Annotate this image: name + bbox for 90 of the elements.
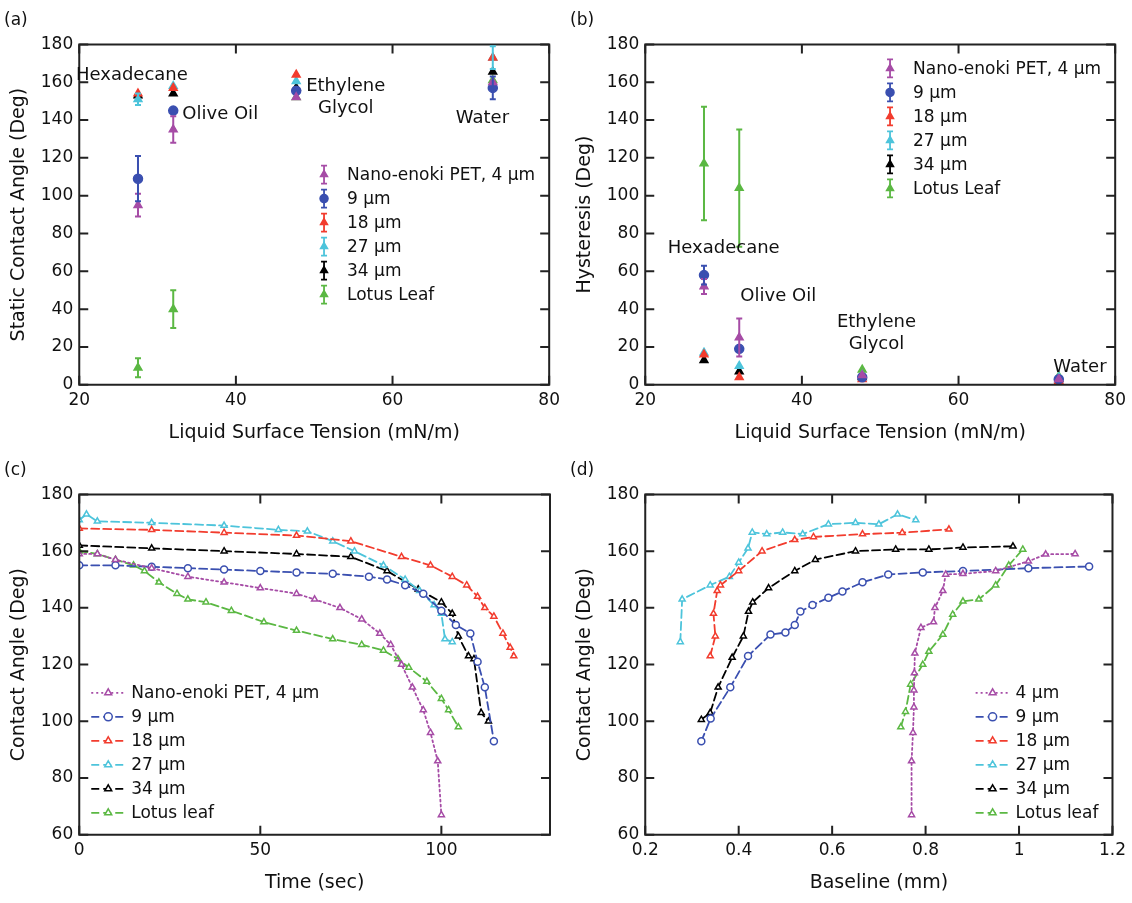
chart-title: (d) <box>570 458 595 479</box>
legend-label: 27 μm <box>913 129 968 150</box>
legend-label: 34 μm <box>347 260 402 281</box>
y-axis-title: Contact Angle (Deg) <box>6 567 29 762</box>
y-tick-label: 180 <box>40 32 74 53</box>
legend-label: Nano-enoki PET, 4 μm <box>347 164 536 185</box>
y-axis-title: Hysteresis (Deg) <box>572 135 595 294</box>
annotation: Water <box>1053 355 1108 377</box>
x-tick-label: 80 <box>1104 389 1126 410</box>
annotation: Ethylene Glycol <box>836 310 916 354</box>
chart-title: (c) <box>4 458 27 479</box>
annotation: Hexadecane <box>667 236 780 258</box>
legend-label: Nano-enoki PET, 4 μm <box>131 682 320 703</box>
legend-label: 34 μm <box>131 778 186 799</box>
annotation: Olive Oil <box>182 102 259 124</box>
y-tick-label: 120 <box>606 146 640 167</box>
x-tick-label: 1 <box>1013 839 1025 860</box>
x-tick-label: 40 <box>791 389 813 410</box>
chart-title: (b) <box>570 8 595 29</box>
y-tick-label: 140 <box>40 596 74 617</box>
x-axis-title: Liquid Surface Tension (mN/m) <box>734 419 1026 442</box>
legend-label: 27 μm <box>347 236 402 257</box>
x-tick-label: 1.2 <box>1098 839 1127 860</box>
y-tick-label: 140 <box>606 596 640 617</box>
legend-label: 18 μm <box>347 212 402 233</box>
y-tick-label: 180 <box>606 482 640 503</box>
y-tick-label: 20 <box>51 335 74 356</box>
y-tick-label: 100 <box>606 184 640 205</box>
legend-label: 34 μm <box>1015 778 1071 799</box>
x-tick-label: 100 <box>425 839 458 860</box>
x-tick-label: 40 <box>225 389 247 410</box>
y-tick-label: 180 <box>40 482 74 503</box>
x-axis-title: Baseline (mm) <box>809 869 949 892</box>
y-tick-label: 40 <box>51 297 74 318</box>
y-tick-label: 140 <box>40 108 74 129</box>
legend-label: 9 μm <box>1015 706 1060 727</box>
y-tick-label: 80 <box>617 766 640 787</box>
legend-label: 9 μm <box>347 188 391 209</box>
legend-label: 18 μm <box>1015 730 1071 751</box>
x-tick-label: 20 <box>634 389 657 410</box>
y-tick-label: 80 <box>51 766 74 787</box>
y-tick-label: 80 <box>51 221 74 242</box>
y-tick-label: 100 <box>606 709 640 730</box>
chart-title: (a) <box>4 8 28 29</box>
y-tick-label: 100 <box>40 184 74 205</box>
x-tick-label: 60 <box>381 389 404 410</box>
legend-label: 34 μm <box>913 153 968 174</box>
y-tick-label: 160 <box>606 70 640 91</box>
x-axis-title: Liquid Surface Tension (mN/m) <box>168 419 460 442</box>
legend-label: Lotus Leaf <box>347 284 436 305</box>
x-tick-label: 80 <box>538 389 560 410</box>
legend-label: 4 μm <box>1015 682 1060 703</box>
x-tick-label: 0.8 <box>912 839 940 860</box>
y-tick-label: 120 <box>40 146 74 167</box>
y-tick-label: 160 <box>606 539 640 560</box>
annotation: Ethylene Glycol <box>306 74 386 118</box>
y-tick-label: 60 <box>51 259 74 280</box>
y-tick-label: 40 <box>617 297 640 318</box>
y-tick-label: 100 <box>40 709 74 730</box>
annotation: Water <box>455 105 510 127</box>
legend-label: Nano-enoki PET, 4 μm <box>913 57 1102 78</box>
y-tick-label: 140 <box>606 108 640 129</box>
legend-label: 9 μm <box>913 81 957 102</box>
legend-label: 18 μm <box>913 105 968 126</box>
y-tick-label: 160 <box>40 70 74 91</box>
legend-label: Lotus leaf <box>131 802 216 823</box>
y-tick-label: 60 <box>51 823 74 844</box>
legend-label: Lotus Leaf <box>913 177 1002 198</box>
legend-label: 27 μm <box>131 754 186 775</box>
x-tick-label: 0.4 <box>725 839 753 860</box>
annotation: Olive Oil <box>740 283 817 305</box>
legend-label: Lotus leaf <box>1015 802 1100 823</box>
x-tick-label: 20 <box>68 389 91 410</box>
y-axis-title: Contact Angle (Deg) <box>572 567 595 762</box>
x-axis-title: Time (sec) <box>263 869 365 892</box>
y-tick-label: 80 <box>617 221 640 242</box>
y-tick-label: 120 <box>606 653 640 674</box>
x-tick-label: 50 <box>249 839 272 860</box>
x-tick-label: 60 <box>947 389 970 410</box>
y-tick-label: 20 <box>617 335 640 356</box>
y-tick-label: 180 <box>606 32 640 53</box>
x-tick-label: 0.6 <box>818 839 846 860</box>
legend-label: 18 μm <box>131 730 186 751</box>
legend-label: 27 μm <box>1015 754 1071 775</box>
y-axis-title: Static Contact Angle (Deg) <box>6 87 29 342</box>
y-tick-label: 60 <box>617 259 640 280</box>
x-tick-label: 0.2 <box>631 839 659 860</box>
y-tick-label: 120 <box>40 653 74 674</box>
y-tick-label: 160 <box>40 539 74 560</box>
legend-label: 9 μm <box>131 706 175 727</box>
